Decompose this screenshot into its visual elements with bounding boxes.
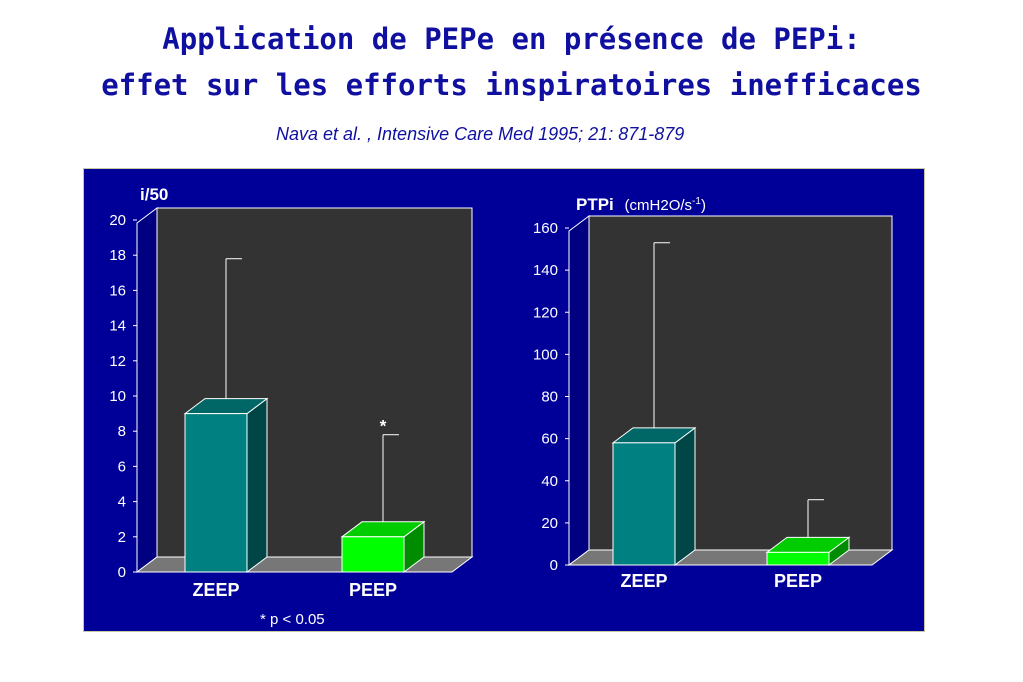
chart1-bar-side-zeep bbox=[246, 397, 268, 573]
chart2-side-wall bbox=[568, 215, 590, 566]
chart1-ytick-label: 18 bbox=[109, 247, 126, 264]
chart1-ytick-label: 0 bbox=[118, 564, 126, 581]
chart1: 0 2 4 6 8 10 12 14 16 18 20 ZEEP * PEEP bbox=[109, 207, 474, 600]
chart2-category-label: PEEP bbox=[774, 571, 822, 591]
chart2-ytick-label: 140 bbox=[533, 262, 558, 279]
citation: Nava et al. , Intensive Care Med 1995; 2… bbox=[276, 124, 685, 144]
chart1-ytick-label: 6 bbox=[118, 458, 126, 475]
chart2-title-main: PTPi bbox=[576, 195, 614, 214]
chart1-ytick-label: 10 bbox=[109, 388, 126, 405]
chart1-ytick-label: 4 bbox=[118, 494, 126, 511]
chart-panel: i/50 * p < 0.05 PTPi (cmH2O/s-1) 0 2 4 6 8 10… bbox=[83, 168, 925, 632]
chart2-title-unit-end: ) bbox=[701, 197, 706, 214]
slide-title-line2: effet sur les efforts inspiratoires inef… bbox=[101, 68, 922, 102]
chart2-ytick-label: 40 bbox=[541, 473, 558, 490]
chart1-ytick-label: 20 bbox=[109, 212, 126, 229]
chart1-title: i/50 bbox=[140, 185, 168, 204]
chart1-ytick-label: 8 bbox=[118, 423, 126, 440]
chart2: 0 20 40 60 80 100 120 140 160 ZEEP PEEP bbox=[533, 215, 894, 591]
chart1-annotation-peep: * bbox=[380, 417, 387, 436]
chart2-bar-side-zeep bbox=[674, 426, 696, 566]
chart2-ytick-label: 0 bbox=[550, 557, 558, 574]
chart2-category-label: ZEEP bbox=[620, 571, 667, 591]
chart1-ytick-label: 16 bbox=[109, 282, 126, 299]
chart1-bar-zeep bbox=[184, 413, 248, 573]
chart1-ytick-label: 12 bbox=[109, 353, 126, 370]
chart1-bar-peep bbox=[341, 536, 405, 573]
chart2-ytick-label: 160 bbox=[533, 220, 558, 237]
chart1-ytick-label: 2 bbox=[118, 529, 126, 546]
chart2-ytick-label: 120 bbox=[533, 304, 558, 321]
chart2-ytick-label: 80 bbox=[541, 389, 558, 406]
chart1-side-wall bbox=[136, 207, 158, 573]
chart1-category-label: PEEP bbox=[349, 580, 397, 600]
chart2-bar-peep bbox=[766, 551, 830, 566]
charts-svg: i/50 * p < 0.05 PTPi (cmH2O/s-1) 0 2 4 6 8 10… bbox=[109, 185, 894, 628]
chart1-ytick-label: 14 bbox=[109, 318, 126, 335]
chart2-ytick-label: 60 bbox=[541, 431, 558, 448]
slide-title-line1: Application de PEPe en présence de PEPi: bbox=[162, 22, 861, 56]
chart1-footnote: * p < 0.05 bbox=[260, 611, 325, 628]
chart1-category-label: ZEEP bbox=[192, 580, 239, 600]
chart2-bar-zeep bbox=[612, 442, 676, 566]
chart2-title: PTPi (cmH2O/s-1) bbox=[576, 195, 706, 214]
chart2-ytick-label: 100 bbox=[533, 346, 558, 363]
chart2-title-unit: (cmH2O/s bbox=[625, 197, 693, 214]
chart2-ytick-label: 20 bbox=[541, 515, 558, 532]
chart2-title-unit-sup: -1 bbox=[692, 196, 701, 207]
